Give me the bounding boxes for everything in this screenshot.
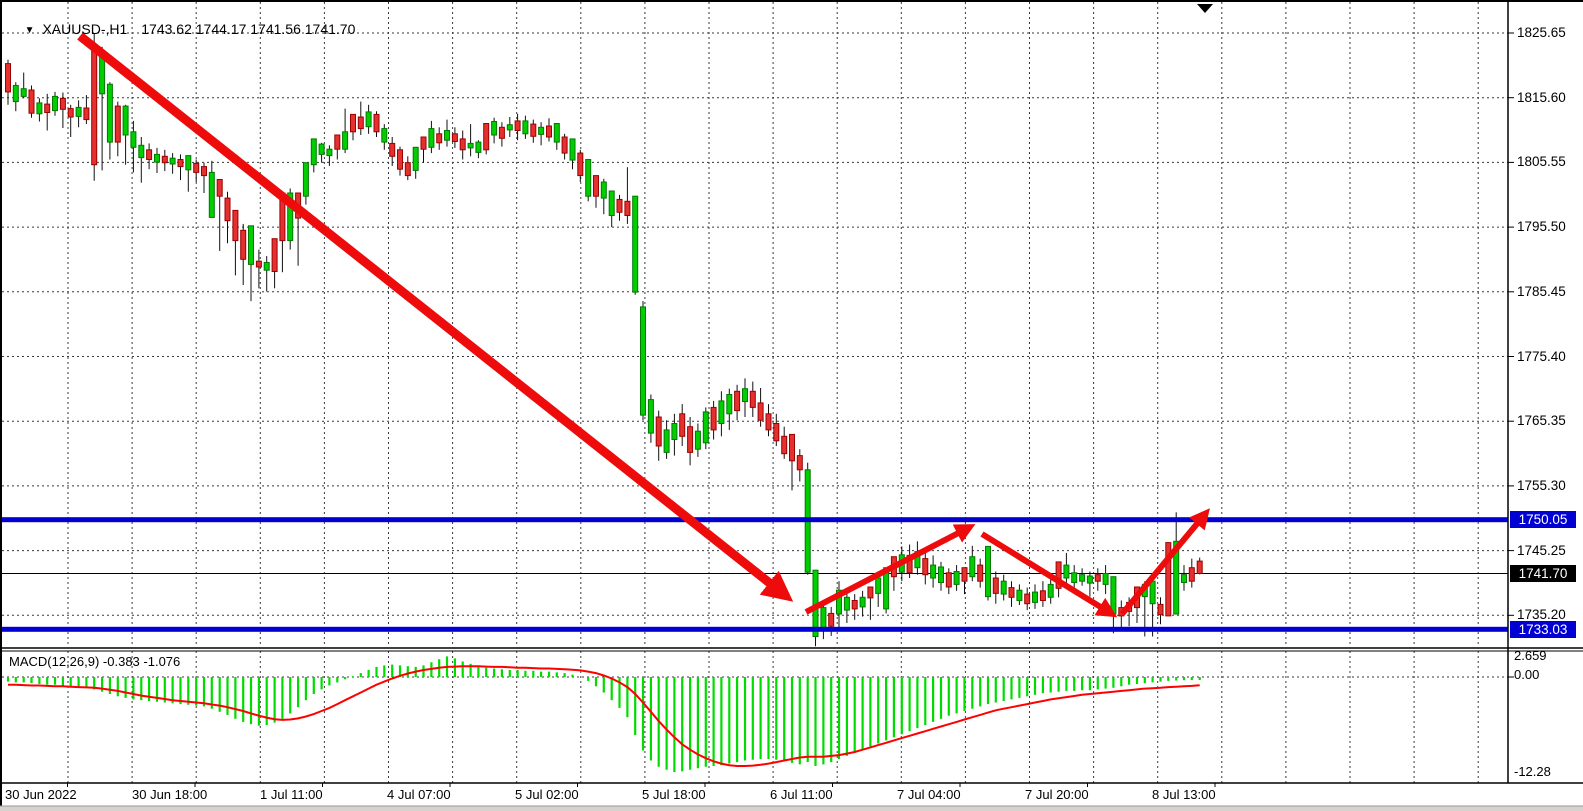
price-axis-label: 1745.25 [1517,542,1566,558]
time-axis-label: 6 Jul 11:00 [770,787,833,802]
time-axis-label: 4 Jul 07:00 [387,787,451,802]
price-axis-label: 1785.45 [1517,283,1566,299]
price-axis-label: 1735.20 [1517,607,1566,623]
symbol-timeframe-label: XAUUSD-,H1 [42,21,128,37]
current-price-badge: 1741.70 [1510,565,1576,582]
support-line[interactable] [2,626,1508,632]
price-axis-label: 1825.65 [1517,25,1566,40]
resistance-line[interactable] [2,517,1508,523]
time-axis-label: 30 Jun 18:00 [132,787,208,802]
time-axis-label: 8 Jul 13:00 [1152,787,1216,802]
ohlc-values: 1743.62 1744.17 1741.56 1741.70 [141,21,356,37]
time-axis-label: 1 Jul 11:00 [260,787,323,802]
macd-axis-max: 2.659 [1514,648,1547,664]
time-axis-label: 5 Jul 18:00 [642,787,706,802]
price-axis-label: 1755.30 [1517,477,1566,493]
support-price-badge: 1733.03 [1510,620,1576,638]
macd-histogram [6,656,1201,772]
trend-arrow-2[interactable] [804,524,976,615]
symbol-dropdown-icon[interactable]: ▼ [24,25,35,36]
candlesticks [5,33,1203,647]
macd-axis-zero: 0.00 [1514,667,1540,682]
axis-ticks [67,32,1514,787]
resistance-price-badge: 1750.05 [1510,511,1576,529]
time-axis-label: 7 Jul 04:00 [897,787,961,802]
trend-arrow-4[interactable] [1119,508,1210,616]
macd-indicator-label: MACD(12,26,9) -0.383 -1.076 [9,654,181,669]
price-axis-label: 1765.35 [1517,413,1566,429]
price-axis-label: 1775.40 [1517,348,1566,364]
chart-ohlc-header: ▼ XAUUSD-,H1 1743.62 1744.17 1741.56 1741.… [9,5,356,53]
time-axis-label: 7 Jul 20:00 [1025,787,1089,802]
macd-axis-min: -12.28 [1514,764,1551,779]
macd-signal-line [8,665,1200,767]
price-axis-label: 1795.50 [1517,219,1566,235]
time-axis-label: 5 Jul 02:00 [515,787,579,802]
time-axis-label: 30 Jun 2022 [5,787,77,802]
trend-arrow-3[interactable] [980,531,1118,618]
chart-shift-marker-icon[interactable] [1197,4,1213,13]
price-axis-label: 1815.60 [1517,89,1566,105]
price-axis-label: 1805.55 [1517,154,1566,170]
trend-arrow-1[interactable] [77,32,794,602]
bottom-strip [0,806,1583,811]
